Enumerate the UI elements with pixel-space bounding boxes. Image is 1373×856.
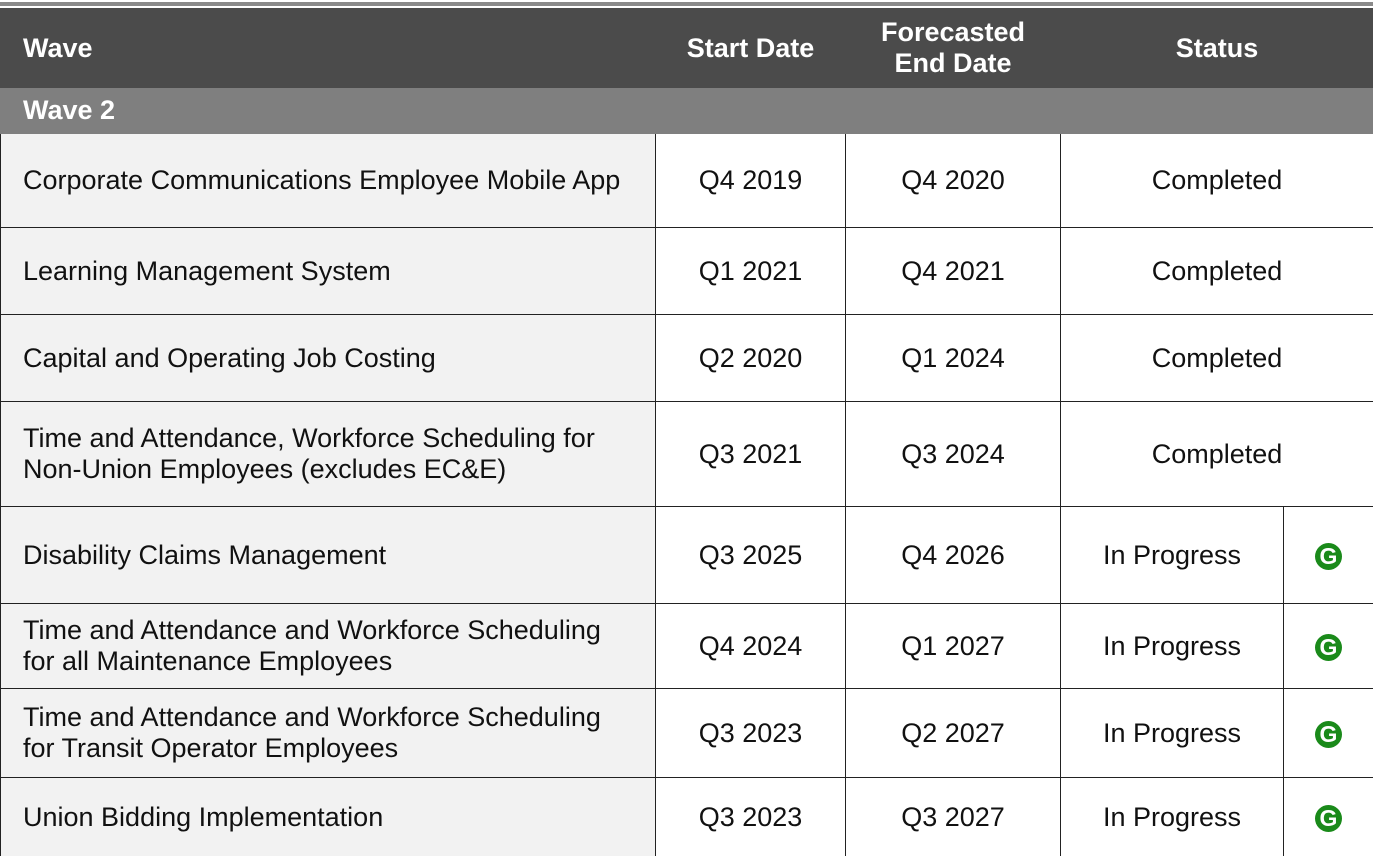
status: Completed — [1060, 314, 1373, 402]
status: In Progress — [1060, 603, 1284, 689]
start-date: Q1 2021 — [655, 227, 846, 315]
status: Completed — [1060, 133, 1373, 228]
row: Capital and Operating Job Costing Q2 2020… — [0, 314, 1373, 402]
start-date: Q4 2024 — [655, 603, 846, 689]
end-date: Q3 2027 — [845, 777, 1061, 856]
end-date: Q4 2021 — [845, 227, 1061, 315]
status: In Progress — [1060, 777, 1284, 856]
status: In Progress — [1060, 506, 1284, 604]
header-cell: Forecasted End Date — [845, 8, 1061, 88]
header-cell: Status — [1060, 8, 1373, 88]
status: Completed — [1060, 227, 1373, 315]
start-date: Q3 2023 — [655, 688, 846, 778]
end-date: Q3 2024 — [845, 401, 1061, 507]
end-date: Q2 2027 — [845, 688, 1061, 778]
row: Corporate Communications Employee Mobile… — [0, 133, 1373, 228]
status: In Progress — [1060, 688, 1284, 778]
end-date: Q1 2024 — [845, 314, 1061, 402]
indicator-cell: G — [1283, 603, 1373, 689]
group-row: Wave 2 — [0, 87, 1373, 134]
wave-name: Union Bidding Implementation — [0, 777, 656, 856]
row: Time and Attendance, Workforce Schedulin… — [0, 401, 1373, 507]
schedule-table: Wave Start Date Forecasted End Date Stat… — [0, 8, 1373, 856]
start-date: Q3 2025 — [655, 506, 846, 604]
indicator-cell: G — [1283, 688, 1373, 778]
end-date: Q1 2027 — [845, 603, 1061, 689]
wave-name: Time and Attendance and Workforce Schedu… — [0, 603, 656, 689]
row: Time and Attendance and Workforce Schedu… — [0, 688, 1373, 778]
header-cell: Start Date — [655, 8, 846, 88]
start-date: Q3 2021 — [655, 401, 846, 507]
end-date: Q4 2020 — [845, 133, 1061, 228]
row: Disability Claims Management Q3 2025 Q4 20… — [0, 506, 1373, 604]
start-date: Q4 2019 — [655, 133, 846, 228]
indicator-cell: G — [1283, 777, 1373, 856]
start-date: Q2 2020 — [655, 314, 846, 402]
start-date: Q3 2023 — [655, 777, 846, 856]
wave-name: Disability Claims Management — [0, 506, 656, 604]
top-rule — [0, 2, 1373, 6]
header-row: Wave Start Date Forecasted End Date Stat… — [0, 8, 1373, 88]
row: Union Bidding Implementation Q3 2023 Q3 20… — [0, 777, 1373, 856]
end-date: Q4 2026 — [845, 506, 1061, 604]
status-indicator: G — [1315, 633, 1342, 661]
status-indicator: G — [1315, 804, 1342, 832]
group-label: Wave 2 — [0, 87, 1373, 134]
wave-name: Learning Management System — [0, 227, 656, 315]
wave-name: Corporate Communications Employee Mobile… — [0, 133, 656, 228]
row: Learning Management System Q1 2021 Q4 2021… — [0, 227, 1373, 315]
indicator-cell: G — [1283, 506, 1373, 604]
header-cell: Wave — [0, 8, 656, 88]
wave-name: Time and Attendance and Workforce Schedu… — [0, 688, 656, 778]
status-indicator: G — [1315, 542, 1342, 570]
row: Time and Attendance and Workforce Schedu… — [0, 603, 1373, 689]
status: Completed — [1060, 401, 1373, 507]
wave-name: Time and Attendance, Workforce Schedulin… — [0, 401, 656, 507]
wave-name: Capital and Operating Job Costing — [0, 314, 656, 402]
status-indicator: G — [1315, 720, 1342, 748]
